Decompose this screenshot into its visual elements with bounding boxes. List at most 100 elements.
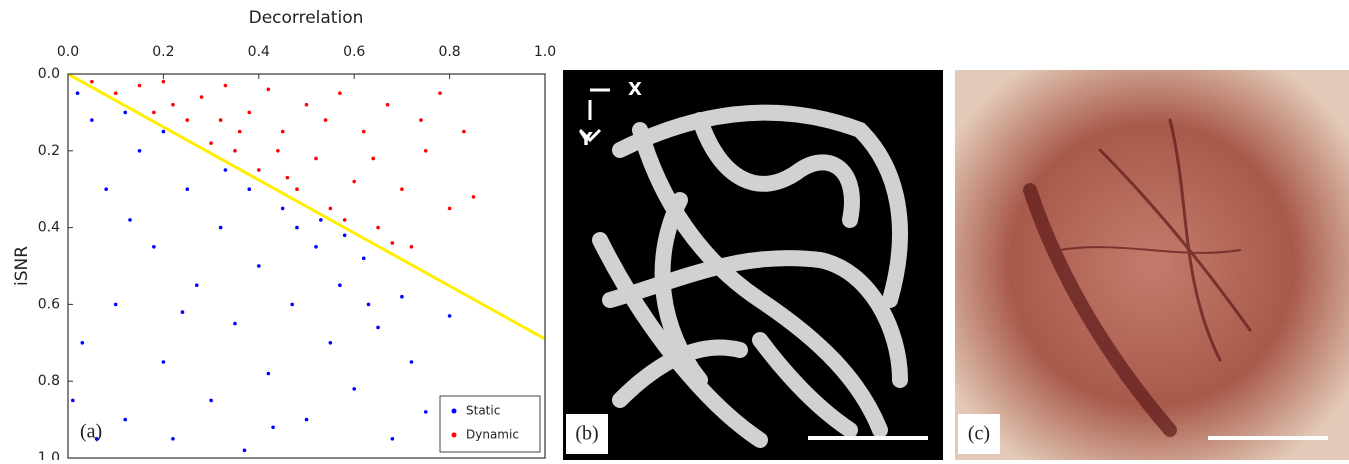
- point: [343, 218, 347, 222]
- panel-c: (c): [955, 70, 1349, 460]
- point: [152, 111, 156, 115]
- point: [238, 130, 242, 134]
- point: [114, 91, 118, 95]
- point: [219, 226, 223, 230]
- point: [376, 226, 380, 230]
- point: [386, 103, 390, 107]
- point: [181, 310, 185, 314]
- point: [171, 103, 175, 107]
- point: [319, 218, 323, 222]
- y-tick-label: 0.6: [38, 296, 60, 312]
- x-tick-label: 0.8: [438, 44, 460, 60]
- y-axis-title: iSNR: [12, 246, 32, 286]
- point: [90, 118, 94, 122]
- point: [152, 245, 156, 249]
- point: [114, 303, 118, 307]
- point: [371, 157, 375, 161]
- point: [185, 118, 189, 122]
- point: [104, 187, 108, 191]
- point: [352, 180, 356, 184]
- point: [162, 80, 166, 84]
- point: [338, 91, 342, 95]
- point: [329, 341, 333, 345]
- y-tick-label: 0.2: [38, 143, 60, 159]
- point: [367, 303, 371, 307]
- point: [448, 207, 452, 211]
- point: [162, 360, 166, 364]
- y-tick-label: 0.8: [38, 373, 60, 389]
- point: [462, 130, 466, 134]
- point: [295, 187, 299, 191]
- point: [400, 187, 404, 191]
- legend-marker: [452, 433, 457, 438]
- point: [376, 326, 380, 330]
- point: [209, 399, 213, 403]
- point: [391, 241, 395, 245]
- point: [329, 207, 333, 211]
- point: [123, 418, 127, 422]
- point: [314, 245, 318, 249]
- x-tick-label: 0.2: [152, 44, 174, 60]
- y-tick-label: 1.0: [38, 450, 60, 460]
- point: [391, 437, 395, 441]
- point: [314, 157, 318, 161]
- figure: Decorrelation iSNR X Y (b) (c): [0, 0, 1349, 460]
- point: [448, 314, 452, 318]
- panel-label: (b): [575, 423, 598, 445]
- point: [247, 187, 251, 191]
- point: [410, 245, 414, 249]
- point: [267, 372, 271, 376]
- legend-label: Dynamic: [466, 428, 519, 442]
- point: [267, 88, 271, 92]
- point: [362, 257, 366, 261]
- legend-label: Static: [466, 404, 500, 418]
- point: [138, 149, 142, 153]
- point: [162, 130, 166, 134]
- point: [81, 341, 85, 345]
- point: [233, 322, 237, 326]
- page: Decorrelation iSNR X Y (b) (c): [0, 0, 1349, 464]
- point: [305, 418, 309, 422]
- point: [424, 149, 428, 153]
- point: [200, 95, 204, 99]
- x-axis-title: Decorrelation: [249, 8, 364, 28]
- y-tick-label: 0.0: [38, 66, 60, 82]
- point: [90, 80, 94, 84]
- point: [338, 283, 342, 287]
- point: [362, 130, 366, 134]
- point: [324, 118, 328, 122]
- panel-label: (c): [968, 423, 990, 445]
- point: [224, 168, 228, 172]
- axis-y-label: Y: [578, 129, 593, 150]
- point: [76, 91, 80, 95]
- point: [295, 226, 299, 230]
- point: [276, 149, 280, 153]
- legend-marker: [452, 409, 457, 414]
- x-tick-label: 0.0: [57, 44, 79, 60]
- point: [352, 387, 356, 391]
- x-tick-label: 0.4: [248, 44, 270, 60]
- point: [219, 118, 223, 122]
- point: [438, 91, 442, 95]
- point: [286, 176, 290, 180]
- threshold-line: [68, 74, 545, 339]
- point: [290, 303, 294, 307]
- point: [400, 295, 404, 299]
- panel-b: X Y (b): [563, 70, 943, 460]
- point: [343, 233, 347, 237]
- point: [195, 283, 199, 287]
- point: [410, 360, 414, 364]
- point: [123, 111, 127, 115]
- point: [185, 187, 189, 191]
- point: [271, 425, 275, 429]
- axis-x-label: X: [628, 79, 642, 100]
- point: [257, 168, 261, 172]
- point: [257, 264, 261, 268]
- point: [281, 130, 285, 134]
- point: [71, 399, 75, 403]
- point: [247, 111, 251, 115]
- point: [138, 84, 142, 88]
- point: [305, 103, 309, 107]
- panel-label: (a): [80, 421, 102, 443]
- point: [472, 195, 476, 199]
